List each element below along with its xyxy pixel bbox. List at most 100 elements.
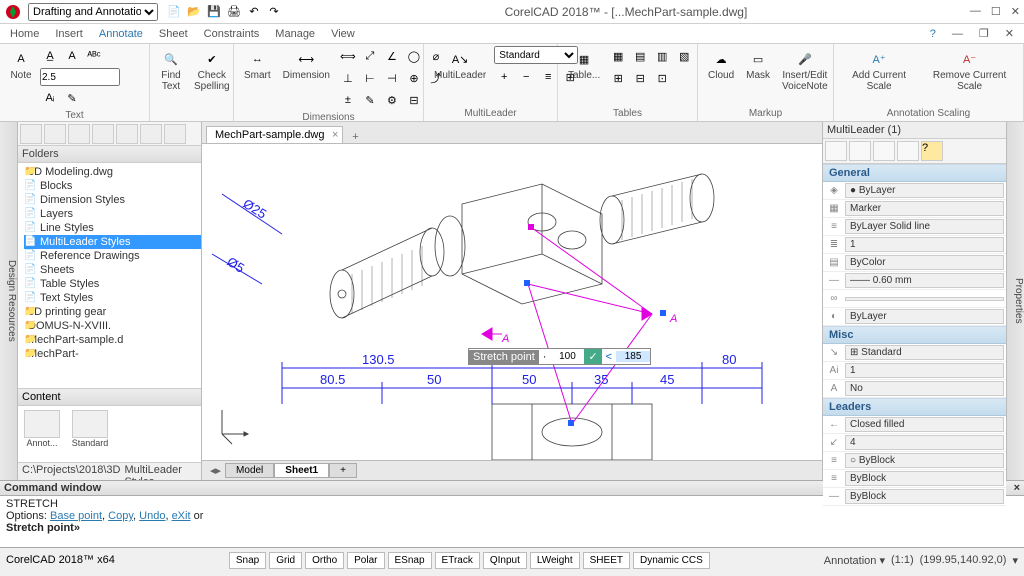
tab-close-icon[interactable]: × — [332, 129, 338, 141]
prop-row[interactable]: Ai1 — [823, 362, 1006, 380]
close-icon[interactable]: ✕ — [1011, 5, 1020, 18]
tree-item[interactable]: 3D Modeling.dwg — [24, 165, 201, 179]
menu-constraints[interactable]: Constraints — [204, 28, 260, 40]
prop-row[interactable]: ANo — [823, 380, 1006, 398]
prop-row[interactable]: ≡○ ByBlock — [823, 452, 1006, 470]
voicenote-button[interactable]: 🎤Insert/Edit VoiceNote — [778, 46, 832, 94]
tree-item[interactable]: Layers — [24, 207, 201, 221]
tbl-d-icon[interactable]: ▧ — [674, 46, 694, 66]
pt-4-icon[interactable] — [897, 141, 919, 161]
opt-copy[interactable]: Copy — [108, 510, 133, 522]
dyn-value-1[interactable] — [550, 351, 584, 362]
pt-help-icon[interactable]: ? — [921, 141, 943, 161]
prop-row[interactable]: ▦Marker — [823, 200, 1006, 218]
ml-align-icon[interactable]: ≡ — [538, 67, 558, 87]
prop-value[interactable]: —— 0.60 mm — [845, 273, 1004, 288]
doc-tab-active[interactable]: MechPart-sample.dwg× — [206, 126, 343, 143]
text-style-icon[interactable]: A̲ — [40, 46, 60, 66]
dim-style-icon[interactable]: ⚙ — [382, 90, 402, 110]
sheet-nav-icon[interactable]: ◂▸ — [206, 464, 225, 477]
table-button[interactable]: ▦Table... — [564, 46, 604, 83]
tbl-a-icon[interactable]: ▦ — [608, 46, 628, 66]
doc-restore-icon[interactable]: ❐ — [979, 27, 989, 40]
tree-item[interactable]: Text Styles — [24, 291, 201, 305]
dim-break-icon[interactable]: ⊟ — [404, 90, 424, 110]
dim-tol-icon[interactable]: ± — [338, 90, 358, 110]
simple-note-icon[interactable]: A — [62, 46, 82, 66]
opt-base[interactable]: Base point — [50, 510, 102, 522]
dim-linear-icon[interactable]: ⟺ — [338, 46, 358, 66]
prop-row[interactable]: ◈● ByLayer — [823, 182, 1006, 200]
tbl-g-icon[interactable]: ⊡ — [652, 68, 672, 88]
prop-row[interactable]: —ByBlock — [823, 488, 1006, 506]
pt-1-icon[interactable] — [825, 141, 847, 161]
status-dynamic ccs[interactable]: Dynamic CCS — [633, 552, 710, 569]
prop-value[interactable]: ByLayer Solid line — [845, 219, 1004, 234]
dim-ord-icon[interactable]: ⊥ — [338, 68, 358, 88]
prop-value[interactable]: 4 — [845, 435, 1004, 450]
remove-scale-button[interactable]: A⁻Remove Current Scale — [922, 46, 1017, 94]
prop-value[interactable]: ByBlock — [845, 471, 1004, 486]
find-text-button[interactable]: 🔍Find Text — [156, 46, 186, 94]
prop-value[interactable]: ● ByLayer — [845, 183, 1004, 198]
ml-add-icon[interactable]: + — [494, 67, 514, 87]
status-snap[interactable]: Snap — [229, 552, 266, 569]
canvas[interactable]: Ø25 Ø5 A A — [202, 144, 822, 460]
status-etrack[interactable]: ETrack — [435, 552, 480, 569]
menu-view[interactable]: View — [331, 28, 355, 40]
save-icon[interactable]: 💾 — [206, 4, 222, 20]
menu-sheet[interactable]: Sheet — [159, 28, 188, 40]
prop-row[interactable]: ≣1 — [823, 236, 1006, 254]
prop-value[interactable]: ○ ByBlock — [845, 453, 1004, 468]
multileader-button[interactable]: A↘MultiLeader — [430, 46, 490, 83]
tree-item[interactable]: Line Styles — [24, 221, 201, 235]
path-seg-0[interactable]: C:\Projects\2018\3D ... — [22, 464, 120, 479]
menu-manage[interactable]: Manage — [275, 28, 315, 40]
dimension-button[interactable]: ⟷Dimension — [279, 46, 334, 83]
status-grid[interactable]: Grid — [269, 552, 302, 569]
doc-minimize-icon[interactable]: — — [952, 28, 963, 40]
sheet-sheet1[interactable]: Sheet1 — [274, 463, 329, 478]
menu-home[interactable]: Home — [10, 28, 39, 40]
redo-icon[interactable]: ↷ — [266, 4, 282, 20]
add-scale-button[interactable]: A⁺Add Current Scale — [840, 46, 918, 94]
minimize-icon[interactable]: — — [970, 5, 981, 18]
dim-edit-icon[interactable]: ✎ — [360, 90, 380, 110]
tbl-c-icon[interactable]: ▥ — [652, 46, 672, 66]
prop-row[interactable]: ←Closed filled — [823, 416, 1006, 434]
open-icon[interactable]: 📂 — [186, 4, 202, 20]
undo-icon[interactable]: ↶ — [246, 4, 262, 20]
tree-item[interactable]: Sheets — [24, 263, 201, 277]
cloud-button[interactable]: ☁Cloud — [704, 46, 738, 83]
tree-item[interactable]: Blocks — [24, 179, 201, 193]
content-annot[interactable]: Annot... — [22, 410, 62, 458]
text-tool-icon[interactable]: Aᵢ — [40, 88, 60, 108]
prop-value[interactable]: 1 — [845, 237, 1004, 252]
prop-value[interactable]: Closed filled — [845, 417, 1004, 432]
status-sheet[interactable]: SHEET — [583, 552, 630, 569]
add-tab-button[interactable]: + — [345, 131, 365, 143]
status-qinput[interactable]: QInput — [483, 552, 527, 569]
text-height-input[interactable] — [40, 68, 120, 86]
tbl-f-icon[interactable]: ⊟ — [630, 68, 650, 88]
prop-row[interactable]: ——— 0.60 mm — [823, 272, 1006, 290]
prop-row[interactable]: ≡ByLayer Solid line — [823, 218, 1006, 236]
prop-row[interactable]: ≡ByBlock — [823, 470, 1006, 488]
prop-row[interactable]: ↘⊞ Standard — [823, 344, 1006, 362]
status-polar[interactable]: Polar — [347, 552, 384, 569]
check-spelling-button[interactable]: ✔Check Spelling — [190, 46, 234, 94]
path-seg-1[interactable]: MultiLeader Styles — [124, 464, 197, 479]
mask-button[interactable]: ▭Mask — [742, 46, 774, 83]
workspace-select[interactable]: Drafting and Annotation — [28, 3, 158, 21]
prop-value[interactable]: 1 — [845, 363, 1004, 378]
tree-item[interactable]: 3D printing gear — [24, 305, 201, 319]
dim-radius-icon[interactable]: ◯ — [404, 46, 424, 66]
grip-4[interactable] — [660, 310, 666, 316]
dynamic-input[interactable]: Stretch point · ✓ < — [468, 348, 651, 365]
ml-remove-icon[interactable]: − — [516, 67, 536, 87]
nav-up-icon[interactable] — [92, 124, 114, 144]
sheet-model[interactable]: Model — [225, 463, 274, 478]
dim-center-icon[interactable]: ⊕ — [404, 68, 424, 88]
design-resources-rail[interactable]: Design Resources — [0, 122, 18, 480]
dim-align-icon[interactable]: ⤢ — [360, 46, 380, 66]
